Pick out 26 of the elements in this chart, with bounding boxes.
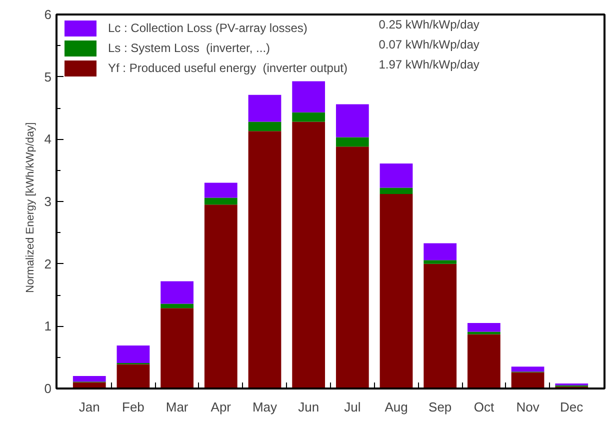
x-tick-label: May — [252, 400, 278, 414]
legend-label: Ls : System Loss (inverter, ...) — [108, 40, 270, 57]
x-tick-label: Oct — [474, 400, 494, 414]
y-tick-label: 6 — [44, 7, 52, 22]
y-tick-label: 2 — [44, 256, 52, 272]
x-tick-label: Sep — [428, 400, 452, 414]
annotation: 1.97 kWh/kWp/day — [378, 58, 480, 72]
legend-label: Yf : Produced useful energy (inverter output) — [108, 60, 348, 77]
x-tick-label: Dec — [560, 400, 584, 414]
y-axis-title: Normalized Energy [kWh/kWp/day] — [24, 122, 36, 293]
x-tick-label: Jan — [78, 400, 100, 414]
annotation: 0.07 kWh/kWp/day — [378, 38, 480, 52]
y-tick-label: 3 — [44, 194, 52, 209]
y-tick-label: 1 — [44, 318, 52, 334]
x-tick-label: Jul — [344, 400, 361, 414]
y-tick-label: 0 — [44, 381, 52, 396]
y-tick-label: 4 — [44, 132, 52, 147]
x-tick-label: Apr — [210, 400, 232, 414]
y-tick-label: 5 — [44, 69, 52, 84]
x-tick-label: Nov — [516, 400, 540, 414]
annotation: 0.25 kWh/kWp/day — [378, 18, 480, 32]
x-tick-label: Jun — [298, 400, 320, 414]
x-tick-label: Aug — [384, 400, 408, 414]
x-tick-label: Mar — [166, 400, 189, 414]
legend-label: Lc : Collection Loss (PV-array losses) — [108, 20, 308, 37]
x-tick-label: Feb — [122, 400, 144, 414]
